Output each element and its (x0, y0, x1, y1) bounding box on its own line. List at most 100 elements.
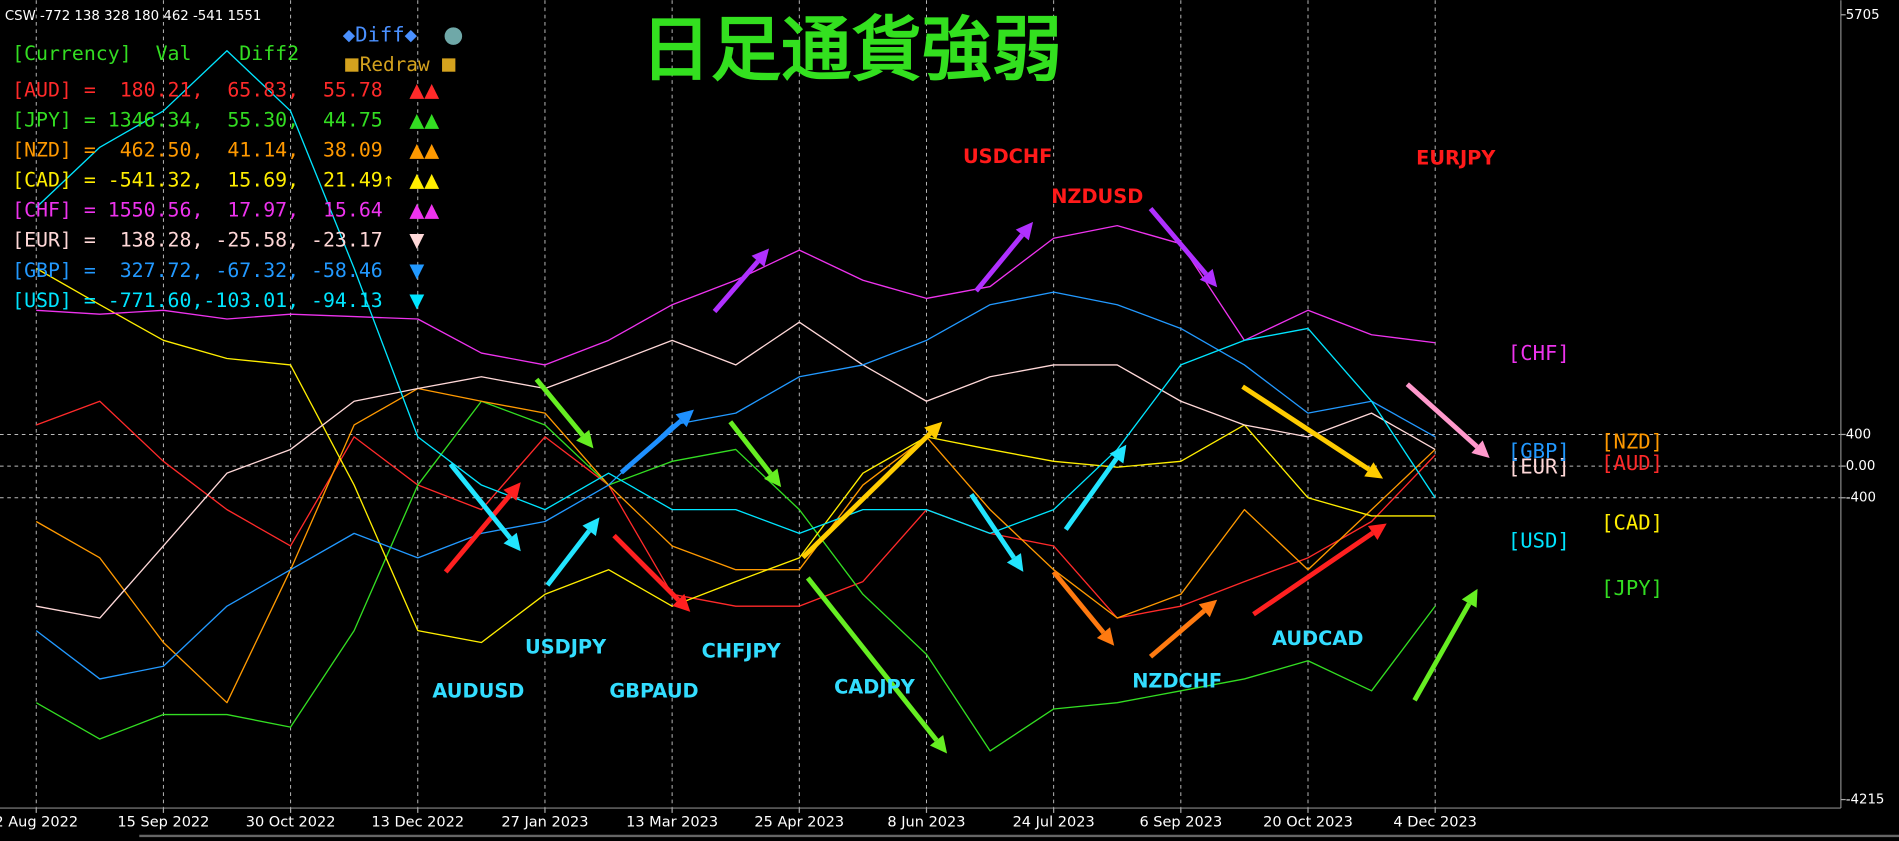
series-label: [JPY] (1601, 576, 1663, 600)
annotation: NZDUSD (1051, 185, 1143, 208)
arrow (974, 233, 1025, 293)
series-line (35, 387, 1436, 704)
panel-mark: ▲▲ (409, 79, 439, 102)
y-tick-label: 5705 (1846, 8, 1880, 23)
annotation: AUDUSD (432, 679, 524, 702)
arrow-head (1199, 268, 1218, 288)
annotation: EURJPY (1416, 146, 1496, 169)
arrow-head (582, 517, 600, 536)
series-line (36, 321, 1436, 619)
arrow-head (929, 734, 948, 754)
arrow (728, 420, 773, 476)
annotation: USDJPY (525, 636, 607, 659)
panel-header: [Currency] Val Diff2 (12, 42, 299, 65)
arrow (1063, 457, 1119, 531)
arrow (1241, 384, 1371, 472)
panel-mark: ▲▲ (409, 139, 439, 162)
panel-row: [CAD] = -541.32, 15.69, 21.49↑ (12, 169, 395, 192)
arrow (969, 493, 1016, 560)
annotation: NZDCHF (1132, 670, 1222, 693)
panel-row: [CHF] = 1550.56, 17.97, 15.64 (12, 199, 383, 222)
arrow-head (675, 409, 694, 428)
series-line (35, 400, 1436, 619)
arrow (448, 462, 513, 540)
arrow-head (1006, 553, 1024, 572)
annotation: USDCHF (963, 145, 1052, 168)
arrow-head (751, 248, 770, 267)
series-line (35, 291, 1436, 680)
series-line (36, 224, 1436, 366)
y-tick-label: 400 (1846, 427, 1871, 442)
series-label: [USD] (1508, 529, 1570, 553)
annotation: AUDCAD (1272, 627, 1363, 650)
circle-button[interactable]: ● (443, 22, 463, 48)
arrow (801, 431, 932, 560)
x-tick-label: 13 Mar 2023 (626, 815, 718, 831)
arrow (1412, 602, 1472, 702)
arrow-head (1367, 523, 1387, 540)
arrow-head (576, 429, 594, 449)
arrow-head (1109, 444, 1127, 464)
arrow-head (1096, 627, 1115, 646)
series-line (35, 50, 1436, 535)
x-tick-label: 13 Dec 2022 (371, 815, 464, 831)
redraw-button[interactable]: Redraw (360, 53, 430, 76)
redraw-square (345, 58, 359, 72)
series-label: [CAD] (1601, 510, 1663, 534)
x-tick-label: 15 Sep 2022 (117, 815, 209, 831)
series-label: [NZD] (1601, 429, 1663, 453)
arrows (443, 206, 1490, 754)
series-label: [CHF] (1508, 341, 1570, 365)
arrow-head (1364, 462, 1384, 479)
redraw-square (442, 58, 456, 72)
panel-mark: ▲▲ (409, 109, 439, 132)
series-line (35, 267, 1436, 644)
panel-mark: ▲▲ (409, 199, 439, 222)
x-tick-label: 30 Oct 2022 (246, 815, 336, 831)
series-label: [GBP] (1508, 439, 1570, 463)
arrow (534, 377, 585, 437)
y-tick-label: 0.00 (1846, 459, 1876, 474)
arrow-head (672, 593, 691, 612)
x-tick-label: 2 Aug 2022 (0, 815, 78, 831)
y-tick-label: -400 (1846, 491, 1876, 506)
diff-button[interactable]: ◆Diff◆ (343, 22, 418, 46)
arrow-head (503, 532, 521, 552)
panel-row: [USD] = -771.60,-103.01, -94.13 (12, 289, 383, 312)
panel-row: [AUD] = 180.21, 65.83, 55.78 (12, 79, 383, 102)
panel-row: [EUR] = 138.28, -25.58, -23.17 (12, 229, 383, 252)
series-line (35, 400, 1436, 752)
arrow (619, 418, 683, 475)
arrow (805, 576, 939, 742)
arrow (1148, 608, 1206, 659)
series-label: [EUR] (1508, 455, 1570, 479)
annotation: GBPAUD (609, 679, 698, 702)
panel-mark: ▼ (409, 229, 424, 252)
grid (0, 0, 1841, 809)
arrow (1405, 382, 1479, 449)
arrow (712, 259, 760, 314)
arrow-head (1461, 588, 1478, 608)
panel-mark: ▼ (409, 289, 424, 312)
arrow (612, 533, 681, 602)
header: CSW -772 138 328 180 462 -541 1551 (5, 9, 261, 24)
annotation: CHFJPY (702, 639, 782, 662)
arrow-head (1198, 599, 1218, 618)
x-tick-label: 20 Oct 2023 (1263, 815, 1353, 831)
panel-row: [GBP] = 327.72, -67.32, -58.46 (12, 259, 383, 282)
x-tick-label: 6 Sep 2023 (1139, 815, 1222, 831)
arrow (1051, 570, 1106, 635)
y-tick-label: -4215 (1846, 793, 1885, 808)
panel-mark: ▼ (409, 259, 424, 282)
lines (35, 50, 1436, 752)
arrow-head (503, 482, 521, 501)
panel-mark: ▲▲ (409, 169, 439, 192)
x-tick-label: 24 Jul 2023 (1013, 815, 1095, 831)
arrow-head (764, 468, 782, 488)
arrow (1252, 530, 1375, 617)
panel-row: [JPY] = 1346.34, 55.30, 44.75 (12, 109, 383, 132)
series-label: [AUD] (1601, 451, 1663, 475)
arrow-head (924, 421, 943, 440)
